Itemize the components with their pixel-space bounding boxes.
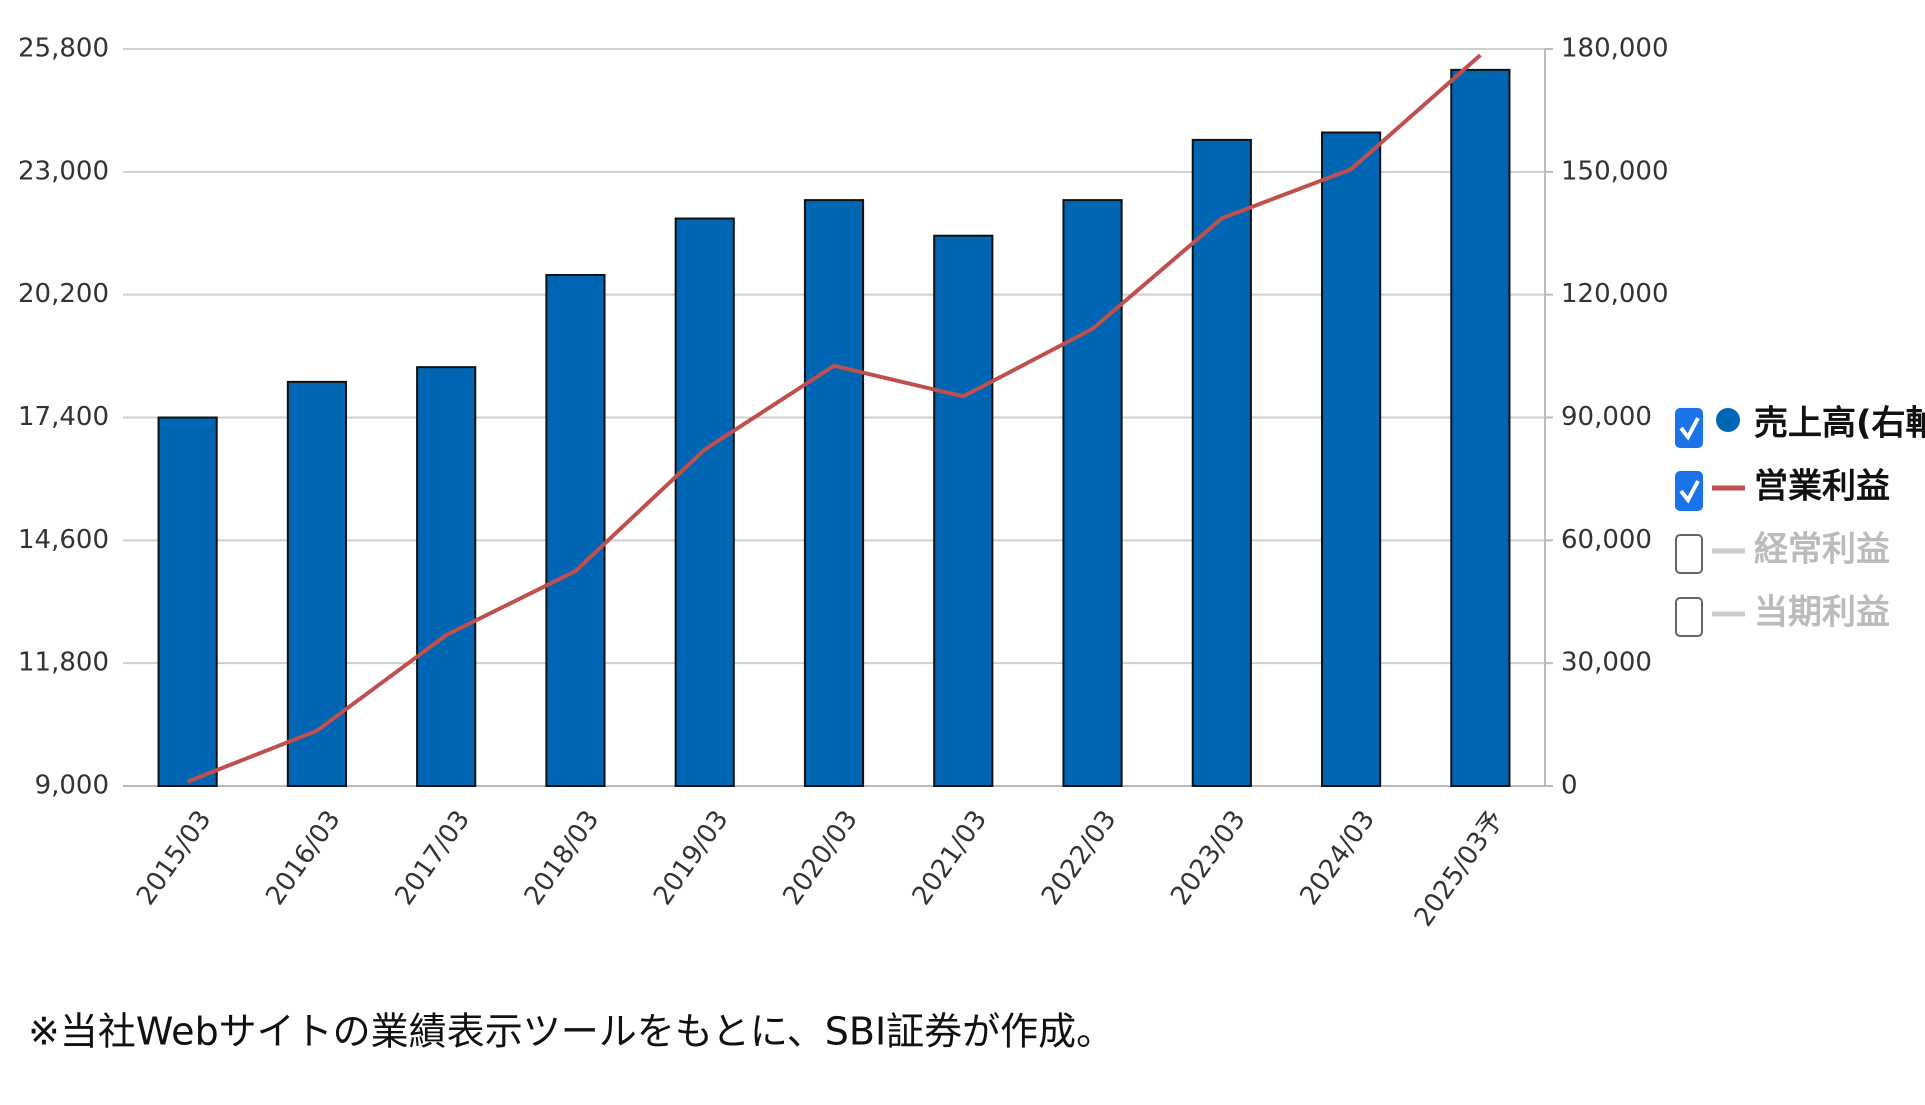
bar: [286, 380, 347, 787]
legend-marker: [1716, 408, 1740, 432]
legend-checkbox: [1675, 471, 1703, 511]
x-tick-label: 2017/03: [390, 805, 477, 911]
x-tick-label: 2022/03: [1036, 805, 1123, 911]
x-tick-label: 2018/03: [519, 805, 606, 911]
legend-label: 当期利益: [1754, 593, 1890, 633]
x-tick-label: 2024/03: [1294, 805, 1381, 911]
y2-tick-label: 120,000: [1561, 279, 1669, 309]
footnote: ※当社Webサイトの業績表示ツールをもとに、SBI証券が作成。: [28, 1010, 1114, 1054]
y-tick-label: 20,200: [18, 279, 109, 309]
y2-tick-label: 180,000: [1561, 34, 1669, 64]
bar: [1450, 68, 1511, 788]
legend-label: 営業利益: [1754, 467, 1890, 507]
y2-tick-label: 60,000: [1561, 525, 1652, 555]
bar: [1191, 138, 1252, 787]
bar: [933, 234, 994, 787]
y2-tick-label: 30,000: [1561, 648, 1652, 678]
x-tick-label: 2015/03: [131, 805, 218, 911]
legend-label: 売上高(右軸): [1754, 404, 1925, 444]
y-tick-label: 11,800: [18, 648, 109, 678]
x-tick-label: 2021/03: [907, 805, 994, 911]
checkmark: [1679, 417, 1700, 441]
legend-item[interactable]: 当期利益: [1675, 593, 1890, 637]
checkmark: [1679, 480, 1700, 504]
x-tick-label: 2016/03: [260, 805, 347, 911]
bar: [1321, 131, 1382, 787]
y-tick-label: 23,000: [18, 156, 109, 186]
bar: [157, 416, 218, 787]
y-tick-label: 9,000: [35, 771, 109, 801]
legend-checkbox: [1675, 408, 1703, 448]
y-tick-label: 17,400: [18, 402, 109, 432]
bar: [416, 366, 477, 787]
bar: [803, 199, 865, 787]
y2-tick-label: 150,000: [1561, 156, 1669, 186]
line: [186, 53, 1482, 784]
y-tick-label: 14,600: [18, 525, 109, 555]
legend-checkbox: [1675, 597, 1703, 637]
x-tick-label: 2019/03: [648, 805, 735, 911]
bar: [674, 217, 735, 787]
y2-tick-label: 0: [1561, 771, 1578, 801]
legend-checkbox: [1675, 534, 1703, 574]
x-tick-label: 2023/03: [1165, 805, 1252, 911]
y-tick-label: 25,800: [18, 34, 109, 64]
legend-item[interactable]: 営業利益: [1675, 467, 1890, 511]
y2-tick-label: 90,000: [1561, 402, 1652, 432]
x-tick-label: 2025/03予: [1409, 805, 1510, 932]
bar: [1062, 199, 1123, 787]
bar: [545, 274, 606, 787]
legend-label: 経常利益: [1754, 530, 1890, 570]
legend-item[interactable]: 経常利益: [1675, 530, 1890, 574]
x-tick-label: 2020/03: [777, 805, 864, 911]
legend-item[interactable]: 売上高(右軸): [1675, 404, 1925, 448]
